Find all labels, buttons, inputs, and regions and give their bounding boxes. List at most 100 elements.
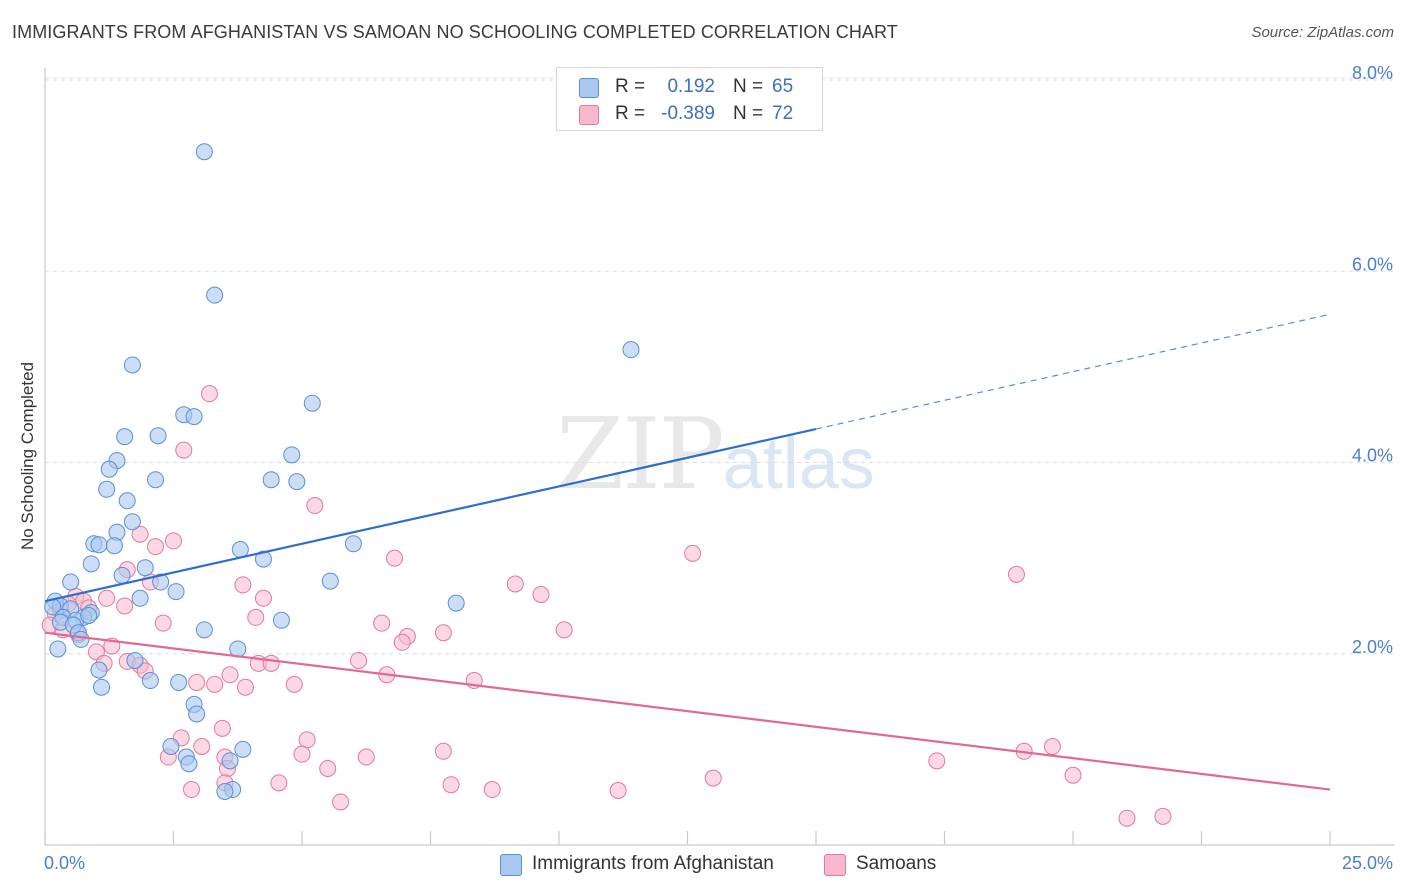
afghanistan-point bbox=[90, 661, 108, 679]
correlation-legend: R = 0.192 N = 65 R = -0.389 N = 72 bbox=[556, 67, 823, 131]
samoans-point bbox=[213, 719, 231, 737]
samoans-point bbox=[182, 781, 200, 799]
legend-swatch-afghanistan bbox=[579, 78, 599, 98]
samoans-point bbox=[221, 666, 239, 684]
y-tick-label: 4.0% bbox=[1352, 446, 1393, 466]
samoans-point bbox=[434, 624, 452, 642]
samoans-point bbox=[188, 673, 206, 691]
afghanistan-point bbox=[272, 611, 290, 629]
samoans-point bbox=[532, 585, 550, 603]
samoans-trend-line bbox=[44, 631, 1331, 791]
afghanistan-point bbox=[123, 356, 141, 374]
samoans-point bbox=[293, 745, 311, 763]
samoans-point bbox=[609, 781, 627, 799]
samoans-point bbox=[98, 589, 116, 607]
samoans-point bbox=[434, 742, 452, 760]
x-tick-label: 0.0% bbox=[44, 853, 85, 873]
legend-n-value: 65 bbox=[772, 76, 794, 97]
samoans-point bbox=[928, 752, 946, 770]
samoans-point bbox=[247, 608, 265, 626]
legend-label-afghanistan: Immigrants from Afghanistan bbox=[532, 853, 774, 874]
samoans-point bbox=[234, 576, 252, 594]
legend-r-label: R = bbox=[615, 103, 646, 124]
samoans-point bbox=[373, 614, 391, 632]
afghanistan-point bbox=[206, 286, 224, 304]
samoans-point bbox=[154, 614, 172, 632]
axis-layer bbox=[44, 68, 1395, 846]
afghanistan-point bbox=[195, 143, 213, 161]
afghanistan-point bbox=[231, 541, 249, 559]
samoans-point bbox=[306, 497, 324, 515]
samoans-point bbox=[262, 654, 280, 672]
afghanistan-point bbox=[167, 583, 185, 601]
samoans-point bbox=[193, 738, 211, 756]
samoans-point bbox=[285, 675, 303, 693]
samoans-point bbox=[506, 575, 524, 593]
afghanistan-point bbox=[170, 673, 188, 691]
afghanistan-point bbox=[113, 566, 131, 584]
afghanistan-point bbox=[195, 621, 213, 639]
afghanistan-trend-line bbox=[44, 427, 817, 603]
axis-labels: 2.0% 4.0% 6.0% 8.0% 0.0% 25.0% No Schooling Co… bbox=[18, 63, 1393, 873]
watermark-atlas: atlas bbox=[722, 424, 875, 504]
afghanistan-point bbox=[126, 651, 144, 669]
watermark: ZIPatlas bbox=[556, 398, 875, 512]
afghanistan-point bbox=[622, 341, 640, 359]
afghanistan-point bbox=[344, 535, 362, 553]
afghanistan-trend-extension bbox=[815, 313, 1331, 430]
y-axis-title: No Schooling Completed bbox=[18, 362, 37, 550]
afghanistan-point bbox=[149, 427, 167, 445]
afghanistan-point bbox=[116, 428, 134, 446]
afghanistan-point bbox=[162, 738, 180, 756]
legend-r-value: 0.192 bbox=[667, 76, 715, 97]
samoans-point bbox=[555, 621, 573, 639]
afghanistan-point bbox=[131, 589, 149, 607]
samoans-point bbox=[386, 549, 404, 567]
samoans-point bbox=[1007, 565, 1025, 583]
afghanistan-point bbox=[283, 446, 301, 464]
samoans-point bbox=[200, 385, 218, 403]
afghanistan-point bbox=[118, 492, 136, 510]
samoans-point bbox=[442, 776, 460, 794]
afghanistan-point bbox=[447, 594, 465, 612]
samoans-point bbox=[147, 538, 165, 556]
afghanistan-point bbox=[180, 755, 198, 773]
afghanistan-point bbox=[100, 460, 118, 478]
afghanistan-point bbox=[62, 573, 80, 591]
samoans-point bbox=[357, 748, 375, 766]
samoans-point bbox=[350, 651, 368, 669]
legend-swatch-samoans bbox=[824, 854, 846, 876]
samoans-point bbox=[236, 678, 254, 696]
samoans-point bbox=[175, 441, 193, 459]
afghanistan-point bbox=[185, 408, 203, 426]
afghanistan-point bbox=[82, 555, 100, 573]
samoans-point bbox=[206, 675, 224, 693]
y-tick-label: 8.0% bbox=[1352, 63, 1393, 83]
y-tick-label: 6.0% bbox=[1352, 254, 1393, 274]
series-legend: Immigrants from Afghanistan Samoans bbox=[0, 852, 1406, 878]
samoans-point bbox=[393, 633, 411, 651]
afghanistan-point bbox=[80, 607, 98, 624]
afghanistan-point bbox=[147, 471, 165, 489]
afghanistan-point bbox=[216, 782, 234, 800]
legend-row-samoans: R = -0.389 N = 72 bbox=[557, 102, 822, 128]
legend-r-value: -0.389 bbox=[661, 103, 715, 124]
samoans-point bbox=[254, 589, 272, 607]
samoans-point bbox=[1118, 809, 1136, 827]
afghanistan-point bbox=[90, 536, 108, 554]
afghanistan-point bbox=[123, 513, 141, 531]
afghanistan-point bbox=[221, 752, 239, 770]
samoans-point bbox=[116, 597, 134, 615]
samoans-point bbox=[298, 731, 316, 749]
afghanistan-points bbox=[44, 143, 640, 800]
samoans-point bbox=[1043, 738, 1061, 756]
afghanistan-point bbox=[188, 705, 206, 723]
grid-layer bbox=[45, 77, 1393, 655]
source-label: Source: ZipAtlas.com bbox=[1251, 24, 1394, 41]
legend-n-label: N = bbox=[733, 103, 764, 124]
samoans-points bbox=[41, 385, 1172, 827]
legend-n-label: N = bbox=[733, 76, 764, 97]
afghanistan-point bbox=[262, 471, 280, 489]
legend-r-label: R = bbox=[615, 76, 646, 97]
samoans-point bbox=[270, 774, 288, 792]
